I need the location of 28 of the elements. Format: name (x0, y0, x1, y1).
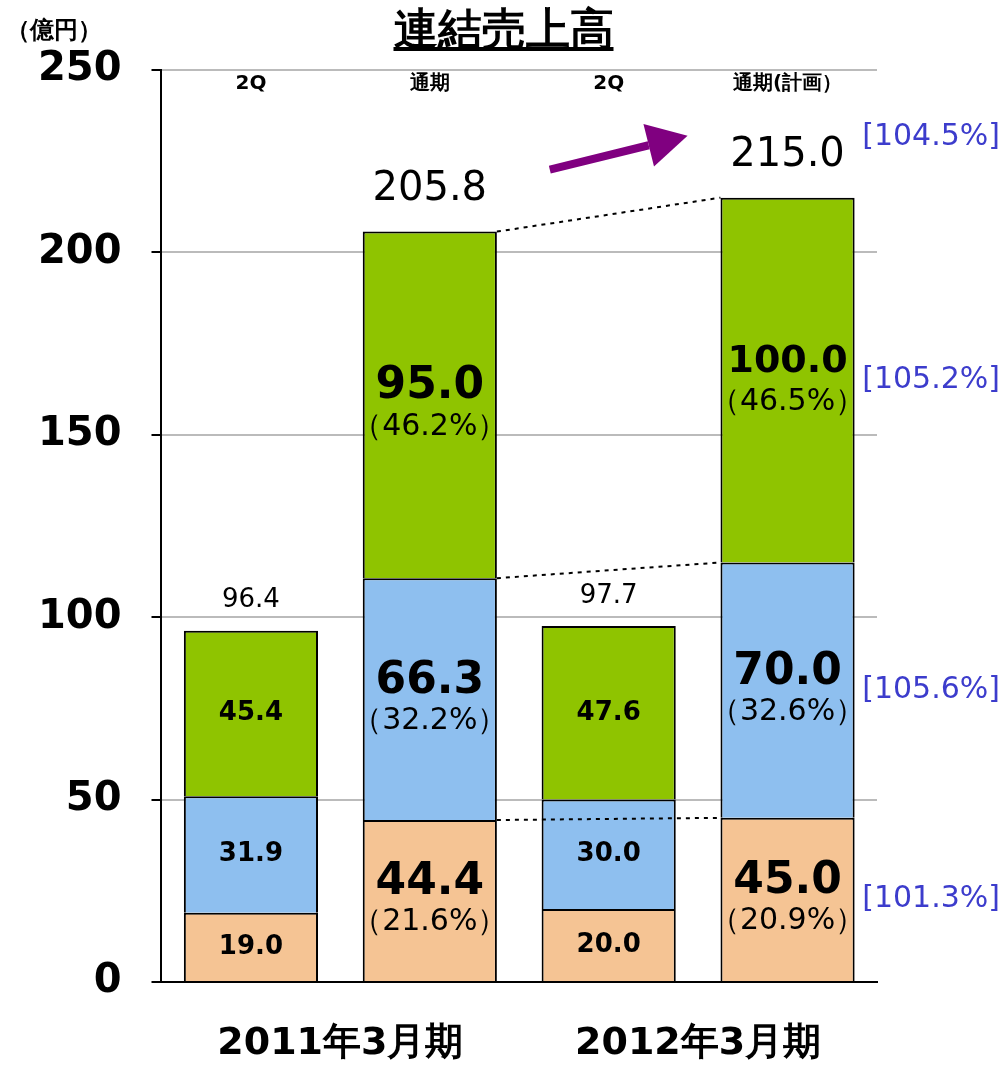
text: 2012年3月期 (575, 1018, 822, 1063)
y-tick-label: 250 (38, 43, 122, 90)
y-axis-title: （億円） (6, 15, 102, 46)
data-label: 45.4 (218, 696, 284, 727)
data-label: 66.3 （32.2%） (352, 651, 508, 736)
data-label: 47.6 (576, 695, 641, 726)
y-tick-label: 50 (65, 772, 122, 819)
data-label: 20.0 (576, 927, 641, 958)
x-tick-label: 2Q (593, 70, 625, 95)
y-tick-label: 0 (93, 955, 122, 1002)
data-label: 95.0 （46.2%） (352, 357, 508, 442)
data-label: 44.4 （21.6%） (352, 852, 508, 938)
text: 2011年3月期 (217, 1018, 464, 1063)
y-tick-label: 200 (38, 225, 122, 272)
x-tick-label: 通期(計画） (731, 70, 843, 95)
total-label: 205.8 (372, 163, 488, 209)
x-tick-label: 通期 (408, 70, 450, 95)
data-label: 19.0 (218, 929, 284, 960)
annotation: [104.5%] (862, 117, 1000, 153)
total-label: 97.7 (579, 578, 638, 609)
data-label: 30.0 (576, 837, 641, 868)
y-tick-label: 100 (38, 590, 122, 637)
x-tick-label: 2Q (235, 70, 267, 95)
chart-title: 連結売上高 (393, 3, 614, 54)
data-label: 31.9 (218, 837, 284, 868)
y-tick-label: 150 (38, 408, 122, 455)
total-label: 215.0 (730, 129, 845, 176)
total-label: 96.4 (221, 583, 280, 614)
